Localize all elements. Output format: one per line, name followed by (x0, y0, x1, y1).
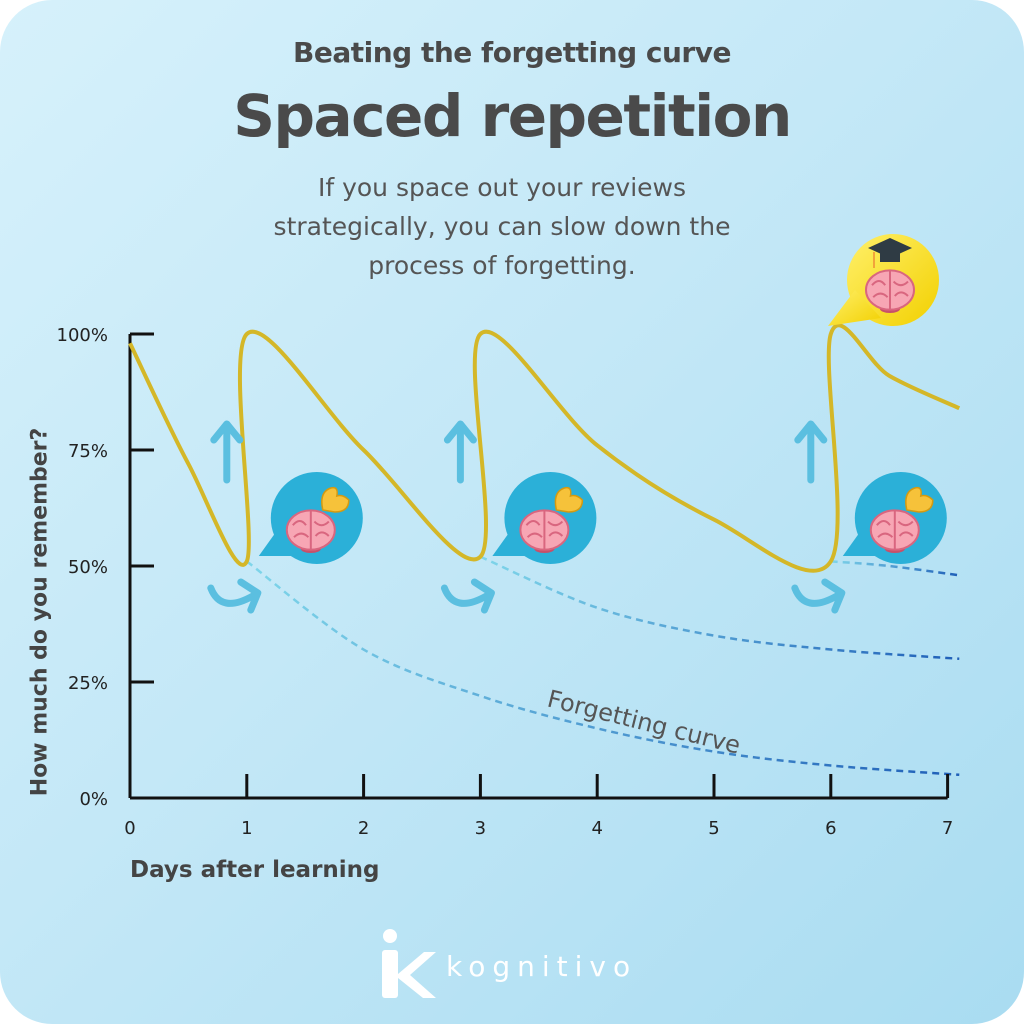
curved-arrow-icon (440, 578, 495, 614)
x-tick-label: 4 (591, 818, 602, 839)
forgetting-curve-series (830, 560, 960, 577)
retention-curve-series (128, 323, 961, 573)
kicker-heading: Beating the forgetting curve (293, 36, 731, 69)
x-tick-label: 5 (708, 818, 719, 839)
up-arrow-icon (794, 420, 828, 484)
brain-muscle-bubble-icon (258, 472, 363, 564)
page-title: Spaced repetition (233, 82, 792, 150)
forgetting-curve-series (479, 555, 960, 661)
y-axis-label-text: How much do you remember? (27, 427, 53, 797)
up-arrow-icon (210, 420, 244, 484)
x-axis-label: Days after learning (130, 857, 380, 883)
x-tick-label: 1 (241, 818, 252, 839)
x-tick-label: 6 (825, 818, 836, 839)
x-tick-label: 0 (124, 818, 135, 839)
brain-muscle-bubble-icon (492, 472, 597, 564)
brain-graduate-bubble-icon (828, 234, 939, 326)
x-tick-label: 3 (475, 818, 486, 839)
forgetting-curve-series (246, 560, 960, 777)
curved-arrow-icon (791, 578, 846, 614)
curved-arrow-icon (207, 578, 262, 614)
x-tick-label: 7 (942, 818, 953, 839)
y-tick-label: 0% (79, 789, 108, 810)
up-arrow-icon (443, 420, 477, 484)
kognitivo-logo-icon (382, 929, 436, 998)
y-tick-label: 25% (68, 673, 108, 694)
y-tick-label: 50% (68, 557, 108, 578)
y-tick-label: 100% (57, 325, 108, 346)
brand-name: kognitivo (446, 950, 638, 983)
subtitle: If you space out your reviews strategica… (273, 173, 731, 280)
brain-muscle-bubble-icon (842, 472, 947, 564)
x-tick-label: 2 (358, 818, 369, 839)
y-tick-label: 75% (68, 441, 108, 462)
forgetting-curve-label: Forgetting curve (545, 685, 744, 760)
